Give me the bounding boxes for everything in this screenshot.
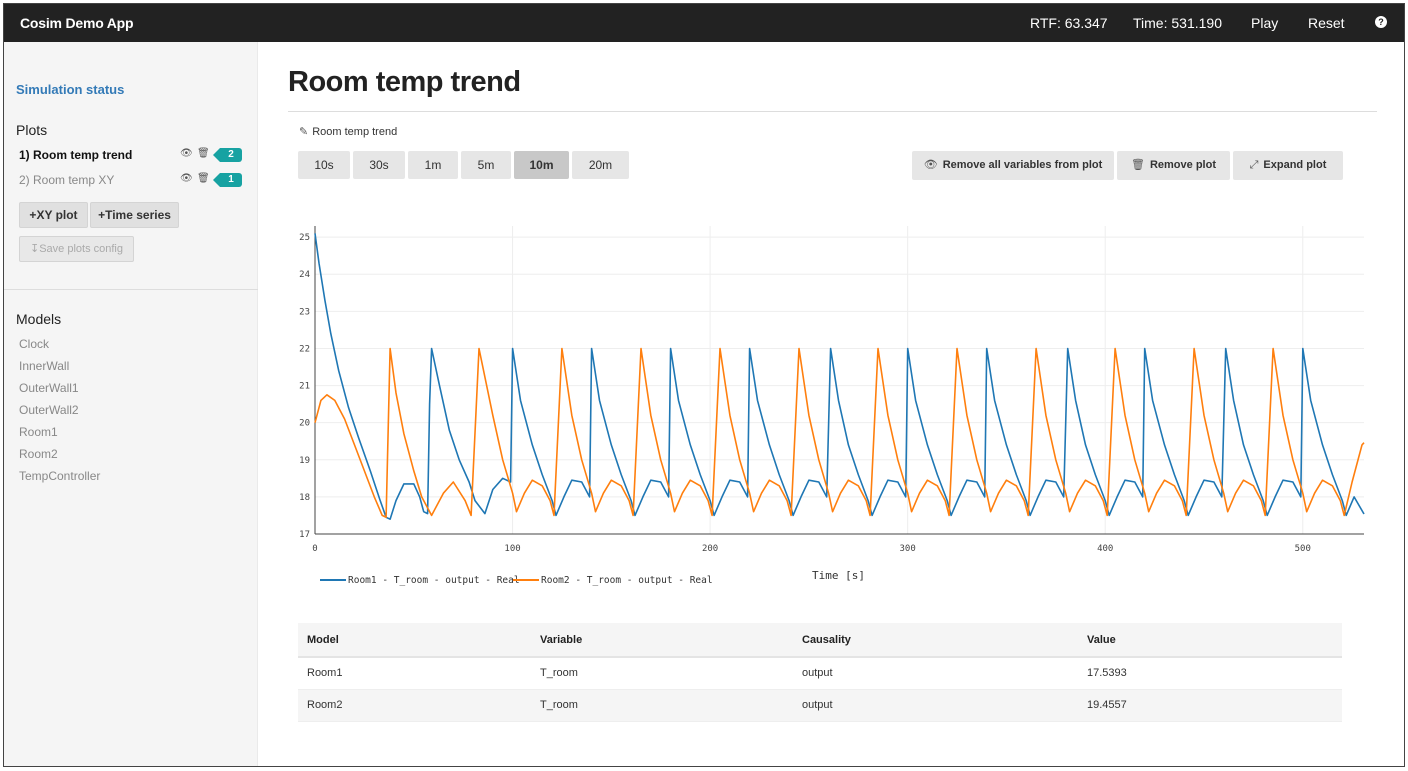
cell-value: 19.4557 — [1078, 689, 1342, 722]
trash-icon[interactable]: 🗑 — [197, 173, 210, 184]
col-header-value: Value — [1078, 623, 1342, 658]
remove-all-variables-label: Remove all variables from plot — [942, 159, 1103, 171]
app-window: Cosim Demo App RTF: 63.347 Time: 531.190… — [3, 3, 1405, 767]
time-readout: Time: 531.190 — [1133, 15, 1222, 31]
plot-item-room-temp-xy[interactable]: 2) Room temp XY — [19, 173, 115, 187]
plus-icon: + — [98, 208, 106, 222]
range-button-20m[interactable]: 20m — [572, 151, 629, 179]
y-tick-label: 19 — [299, 456, 310, 466]
plot-name-label: Room temp trend — [312, 126, 398, 138]
save-plots-config-button[interactable]: ↧Save plots config — [19, 236, 134, 262]
x-tick-label: 100 — [504, 544, 520, 554]
range-button-10s[interactable]: 10s — [298, 151, 350, 179]
add-xy-plot-button[interactable]: +XY plot — [19, 202, 88, 228]
model-item-tempcontroller[interactable]: TempController — [19, 469, 101, 483]
rtf-readout: RTF: 63.347 — [1030, 15, 1108, 31]
cell-model: Room2 — [298, 689, 531, 722]
model-item-room1[interactable]: Room1 — [19, 425, 58, 439]
y-tick-label: 17 — [299, 530, 310, 540]
trash-icon: 🗑 — [1131, 159, 1145, 171]
edit-plot-name[interactable]: ✎ Room temp trend — [299, 125, 397, 138]
help-icon[interactable]: ? — [1375, 16, 1387, 28]
model-item-room2[interactable]: Room2 — [19, 447, 58, 461]
x-tick-label: 0 — [312, 544, 317, 554]
cell-variable: T_room — [531, 689, 793, 722]
plus-icon: + — [29, 208, 37, 222]
page-title: Room temp trend — [288, 66, 521, 98]
cell-causality: output — [793, 689, 1078, 722]
variable-count-badge[interactable]: 1 — [213, 173, 242, 187]
expand-plot-button[interactable]: ⤢ Expand plot — [1233, 151, 1343, 180]
expand-plot-label: Expand plot — [1263, 159, 1327, 171]
x-tick-label: 200 — [702, 544, 718, 554]
top-navbar: Cosim Demo App RTF: 63.347 Time: 531.190… — [4, 4, 1404, 42]
trash-icon[interactable]: 🗑 — [197, 148, 210, 159]
col-header-variable: Variable — [531, 623, 793, 658]
cell-value: 17.5393 — [1078, 657, 1342, 690]
download-icon: ↧ — [30, 243, 40, 255]
y-tick-label: 20 — [299, 419, 310, 429]
legend-entry[interactable]: Room2 - T_room - output - Real — [541, 575, 713, 586]
model-item-outerwall1[interactable]: OuterWall1 — [19, 381, 79, 395]
play-button[interactable]: Play — [1251, 15, 1279, 31]
variables-table: Model Variable Causality Value Room1 T_r… — [298, 623, 1342, 722]
range-button-1m[interactable]: 1m — [408, 151, 458, 179]
x-axis-title: Time [s] — [812, 569, 865, 582]
y-tick-label: 18 — [299, 493, 310, 503]
model-item-innerwall[interactable]: InnerWall — [19, 359, 70, 373]
table-row[interactable]: Room2 T_room output 19.4557 — [298, 689, 1342, 722]
remove-plot-label: Remove plot — [1149, 159, 1216, 171]
eye-slash-icon: 👁 — [923, 159, 938, 171]
remove-all-variables-button[interactable]: 👁 Remove all variables from plot — [912, 151, 1114, 180]
table-header-row: Model Variable Causality Value — [298, 623, 1342, 658]
add-time-series-button[interactable]: +Time series — [90, 202, 179, 228]
remove-plot-button[interactable]: 🗑 Remove plot — [1117, 151, 1230, 180]
add-time-series-label: Time series — [105, 208, 171, 222]
plots-heading: Plots — [16, 122, 48, 138]
eye-slash-icon[interactable]: 👁 — [180, 173, 193, 184]
range-button-5m[interactable]: 5m — [461, 151, 511, 179]
simulation-status-link[interactable]: Simulation status — [16, 82, 125, 97]
series-line-2[interactable] — [314, 347, 1365, 519]
cell-variable: T_room — [531, 657, 793, 690]
y-tick-label: 22 — [299, 344, 310, 354]
expand-icon: ⤢ — [1249, 159, 1259, 171]
sidebar: Simulation status Plots 1) Room temp tre… — [4, 42, 258, 766]
edit-icon: ✎ — [299, 126, 309, 138]
legend-entry[interactable]: Room1 - T_room - output - Real — [348, 575, 520, 586]
model-item-clock[interactable]: Clock — [19, 337, 50, 351]
y-tick-label: 24 — [299, 270, 310, 280]
x-tick-label: 500 — [1295, 544, 1311, 554]
plot-item-room-temp-trend[interactable]: 1) Room temp trend — [19, 148, 133, 162]
col-header-causality: Causality — [793, 623, 1078, 658]
x-tick-label: 400 — [1097, 544, 1113, 554]
x-tick-label: 300 — [900, 544, 916, 554]
table-row[interactable]: Room1 T_room output 17.5393 — [298, 657, 1342, 690]
cell-causality: output — [793, 657, 1078, 690]
app-brand[interactable]: Cosim Demo App — [20, 15, 134, 31]
title-divider — [288, 111, 1377, 112]
model-item-outerwall2[interactable]: OuterWall2 — [19, 403, 79, 417]
col-header-model: Model — [298, 623, 531, 658]
range-button-30s[interactable]: 30s — [353, 151, 405, 179]
y-tick-label: 25 — [299, 233, 310, 243]
eye-slash-icon[interactable]: 👁 — [180, 148, 193, 159]
save-plots-config-label: Save plots config — [39, 243, 123, 255]
models-heading: Models — [16, 311, 62, 327]
y-tick-label: 21 — [299, 382, 310, 392]
reset-button[interactable]: Reset — [1308, 15, 1345, 31]
cell-model: Room1 — [298, 657, 531, 690]
y-tick-label: 23 — [299, 307, 310, 317]
add-xy-plot-label: XY plot — [36, 208, 78, 222]
range-button-10m[interactable]: 10m — [514, 151, 569, 179]
sidebar-divider — [4, 289, 258, 290]
variable-count-badge[interactable]: 2 — [213, 148, 242, 162]
